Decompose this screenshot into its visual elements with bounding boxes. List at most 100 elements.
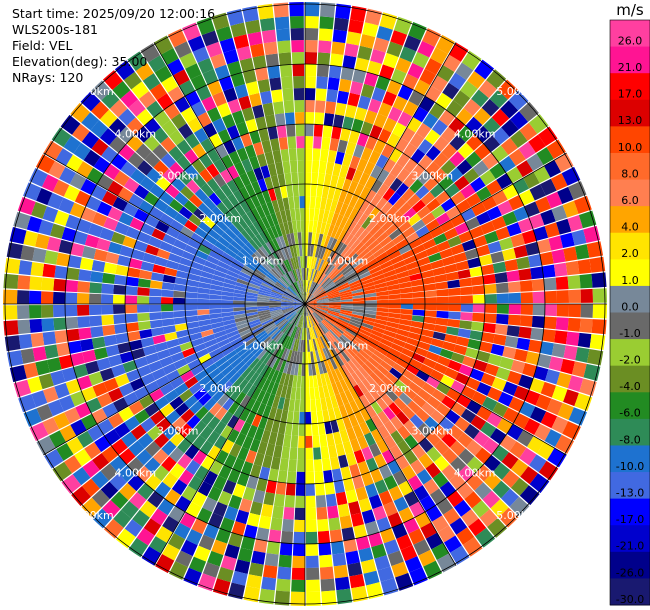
- ray-gate: [345, 271, 357, 280]
- ray-gate: [502, 248, 517, 261]
- ray-gate: [264, 176, 274, 190]
- ray-gate: [159, 403, 175, 418]
- ray-gate: [306, 567, 320, 580]
- ray-gate: [358, 498, 372, 513]
- ray-gate: [287, 136, 297, 149]
- ray-gate: [149, 319, 163, 329]
- ray-gate: [314, 325, 322, 337]
- ray-gate: [155, 375, 170, 388]
- ray-gate: [99, 109, 118, 128]
- ray-gate: [439, 417, 455, 432]
- ray-gate: [159, 241, 174, 253]
- range-ring-label: 2.00km: [199, 212, 241, 225]
- ray-gate: [397, 84, 414, 101]
- ray-gate: [448, 311, 461, 320]
- ray-gate: [354, 197, 365, 211]
- ray-gate: [374, 479, 388, 495]
- ray-gate: [329, 357, 338, 370]
- ray-gate: [417, 256, 431, 267]
- ray-gate: [237, 325, 251, 334]
- ray-gate: [213, 420, 227, 435]
- ray-gate: [305, 292, 309, 304]
- ray-gate: [280, 185, 288, 199]
- ray-gate: [377, 424, 390, 439]
- ray-gate: [533, 166, 551, 184]
- ray-gate: [425, 245, 440, 257]
- ray-gate: [318, 336, 325, 349]
- ray-gate: [525, 351, 540, 366]
- ray-gate: [489, 89, 508, 109]
- ray-gate: [310, 282, 317, 294]
- ray-gate: [208, 367, 222, 380]
- ray-gate: [292, 257, 298, 270]
- ray-gate: [425, 219, 440, 232]
- ray-gate: [440, 374, 455, 388]
- ray-gate: [112, 397, 129, 412]
- ray-gate: [428, 252, 442, 263]
- ray-gate: [137, 160, 153, 176]
- ray-gate: [460, 184, 476, 199]
- ray-gate: [312, 269, 318, 282]
- ray-gate: [272, 286, 285, 294]
- ray-gate: [305, 507, 317, 520]
- ray-gate: [156, 349, 171, 360]
- ray-gate: [296, 471, 305, 484]
- ray-gate: [482, 396, 498, 412]
- ray-gate: [530, 327, 544, 341]
- ray-gate: [365, 375, 378, 388]
- ray-gate: [220, 411, 234, 425]
- ray-gate: [306, 280, 310, 293]
- ray-gate: [339, 291, 352, 297]
- ray-gate: [89, 282, 103, 294]
- ray-gate: [363, 313, 377, 319]
- ray-gate: [405, 260, 419, 271]
- ray-gate: [161, 282, 175, 291]
- ray-gate: [297, 280, 302, 293]
- ray-gate: [359, 394, 371, 408]
- ray-gate: [213, 501, 228, 517]
- ray-gate: [126, 322, 140, 333]
- ray-gate: [183, 200, 198, 214]
- ray-gate: [203, 523, 219, 540]
- ray-gate: [448, 72, 467, 90]
- ray-gate: [219, 256, 233, 266]
- radial-spoke: [153, 303, 306, 566]
- ray-gate: [150, 508, 168, 526]
- ray-gate: [447, 319, 461, 328]
- ray-gate: [518, 268, 532, 281]
- ray-gate: [333, 341, 343, 353]
- ray-gate: [372, 326, 385, 334]
- ray-gate: [347, 253, 359, 264]
- ray-gate: [317, 52, 331, 66]
- ray-gate: [18, 394, 37, 413]
- ray-gate: [386, 41, 403, 58]
- ray-gate: [179, 512, 197, 529]
- ray-gate: [299, 256, 303, 269]
- ray-gate: [544, 222, 560, 238]
- ray-gate: [387, 106, 403, 122]
- ray-gate: [246, 384, 257, 398]
- ray-gate: [60, 114, 81, 135]
- ray-gate: [234, 316, 248, 323]
- ray-gate: [317, 272, 325, 284]
- ray-gate: [284, 310, 296, 319]
- ray-gate: [364, 109, 378, 125]
- ray-gate: [455, 260, 470, 271]
- ray-gate: [329, 329, 339, 340]
- ray-gate: [293, 304, 305, 307]
- ray-gate: [327, 310, 340, 315]
- ray-gate: [382, 52, 399, 69]
- ray-gate: [350, 285, 363, 292]
- ray-gate: [220, 380, 233, 394]
- ray-gate: [296, 281, 302, 293]
- ray-gate: [364, 520, 380, 536]
- ray-gate: [59, 167, 76, 185]
- ray-gate: [124, 519, 143, 537]
- ray-gate: [256, 266, 268, 276]
- ray-gate: [377, 566, 394, 582]
- ray-gate: [309, 314, 316, 326]
- ray-gate: [441, 143, 458, 160]
- ray-gate: [210, 53, 227, 69]
- ray-gate: [529, 184, 546, 201]
- ray-gate: [246, 258, 259, 269]
